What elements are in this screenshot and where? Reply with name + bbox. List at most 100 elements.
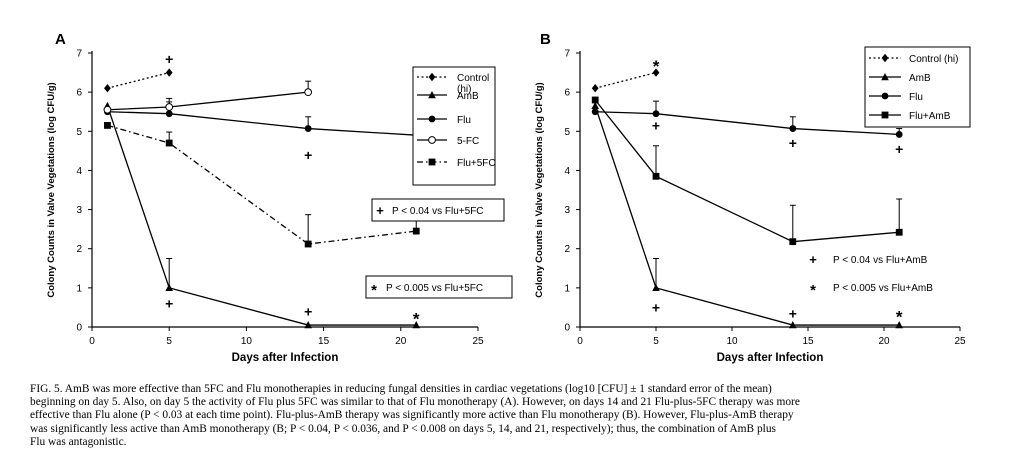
data-point-flu (789, 125, 797, 132)
legend-marker-flu (881, 92, 889, 100)
data-point-fc (304, 88, 313, 97)
data-point-fluamb (591, 96, 599, 104)
y-tick-label: 3 (564, 205, 570, 216)
significance-mark: * (896, 307, 903, 326)
data-point-amb (591, 101, 599, 110)
y-tick-label: 7 (564, 49, 570, 60)
data-point-amb (895, 321, 903, 329)
caption-line: Flu was antagonistic. (30, 435, 127, 448)
legend-label-flu5fc: Flu+5FC (457, 158, 496, 169)
y-tick-label: 0 (564, 323, 570, 334)
series-line-fc (107, 91, 309, 111)
data-point-flu5fc (412, 227, 420, 235)
legend-marker-fc (428, 136, 436, 144)
legend-label-fc: 5-FC (457, 136, 479, 147)
significance-mark: + (304, 303, 312, 319)
series-line-control (595, 71, 657, 89)
x-tick-label: 15 (318, 336, 330, 347)
y-tick-label: 2 (76, 244, 82, 255)
note-box (371, 198, 505, 222)
note-text: P < 0.005 vs Flu+AmB (833, 283, 933, 294)
note-symbol: + (809, 252, 817, 267)
note-symbol: * (371, 282, 377, 299)
data-point-control (652, 68, 660, 77)
legend-marker-fluamb (881, 111, 889, 119)
data-point-flu5fc (165, 139, 173, 147)
data-point-fluamb (652, 172, 660, 180)
data-point-amb (652, 283, 660, 292)
x-axis-label: Days after Infection (717, 352, 824, 364)
y-axis-label: Colony Counts in Valve Vegetations (log … (46, 82, 57, 297)
caption-line: effective than Flu alone (P < 0.03 at ea… (30, 409, 794, 422)
x-tick-label: 20 (878, 336, 890, 347)
data-point-flu (165, 110, 173, 118)
y-tick-label: 1 (564, 283, 570, 294)
x-tick-label: 0 (89, 336, 95, 347)
x-tick-label: 20 (395, 336, 407, 347)
y-tick-label: 5 (76, 127, 82, 138)
y-tick-label: 7 (76, 49, 82, 60)
legend-marker-flu (428, 115, 436, 123)
legend-marker-flu5fc (428, 158, 436, 166)
data-point-fc (165, 103, 174, 111)
data-point-fc (103, 105, 112, 114)
data-point-amb (412, 321, 421, 329)
note-symbol: + (376, 203, 384, 218)
significance-mark: * (653, 57, 660, 76)
data-point-flu5fc (104, 122, 111, 129)
legend-box (412, 66, 496, 186)
x-tick-label: 5 (166, 336, 172, 347)
series-amb (591, 101, 903, 329)
legend: Control(hi)AmB Flu 5-FC Flu+5FC (412, 66, 496, 186)
legend-label-fluamb: Flu+AmB (909, 111, 951, 122)
note-text: P < 0.04 vs Flu+5FC (392, 206, 484, 217)
significance-mark: + (652, 117, 660, 133)
figure-caption: FIG. 5. AmB was more effective than 5FC … (30, 383, 995, 449)
caption-line: beginning on day 5. Also, on day 5 the a… (30, 396, 800, 409)
note-text: P < 0.005 vs Flu+5FC (386, 283, 483, 294)
significance-mark: + (165, 296, 173, 312)
data-point-flu (652, 110, 660, 118)
series-flu (591, 100, 903, 138)
legend-marker-control (881, 53, 889, 63)
data-point-control (165, 68, 173, 77)
x-tick-label: 0 (577, 336, 583, 347)
note-symbol: * (810, 282, 816, 299)
legend-marker-amb (881, 73, 889, 81)
series-control (591, 68, 660, 93)
y-tick-label: 2 (564, 244, 570, 255)
chart-panel-b: B 0 1 2 3 4 5 6 7 0 5 10 15 20 25 Days after Infection C… (534, 31, 971, 364)
series-line-flu (107, 111, 417, 136)
legend-label-amb: AmB (457, 91, 479, 102)
caption-line: was significantly less active than AmB m… (30, 422, 776, 435)
panel-label: A (55, 31, 66, 48)
x-tick-label: 25 (472, 336, 484, 347)
legend-label-amb: AmB (909, 73, 931, 84)
data-point-flu5fc (304, 240, 312, 248)
legend-label-flu: Flu (909, 92, 923, 103)
x-tick-label: 25 (954, 336, 966, 347)
data-point-amb (789, 321, 797, 329)
y-tick-label: 6 (564, 88, 570, 99)
data-point-amb (165, 283, 173, 292)
significance-mark: + (789, 305, 797, 321)
note-text: P < 0.04 vs Flu+AmB (833, 255, 928, 266)
x-axis-label: Days after Infection (232, 352, 339, 364)
y-tick-label: 5 (564, 127, 570, 138)
y-tick-label: 0 (76, 323, 82, 334)
series-line-fluamb (594, 99, 900, 243)
series-fluamb (591, 96, 903, 246)
legend: Control (hi) AmB Flu Flu+AmB (864, 46, 971, 128)
data-point-amb (304, 321, 312, 329)
data-point-fluamb (895, 228, 903, 236)
y-tick-label: 4 (564, 166, 570, 177)
x-tick-label: 15 (802, 336, 814, 347)
panel-label: B (540, 31, 551, 48)
legend-marker-amb (428, 91, 436, 99)
data-point-flu (304, 125, 312, 132)
series-line-flu5fc (107, 124, 417, 245)
legend-label-control: Control (457, 73, 489, 84)
series-line-control (107, 71, 170, 89)
series-line-amb (106, 105, 417, 326)
